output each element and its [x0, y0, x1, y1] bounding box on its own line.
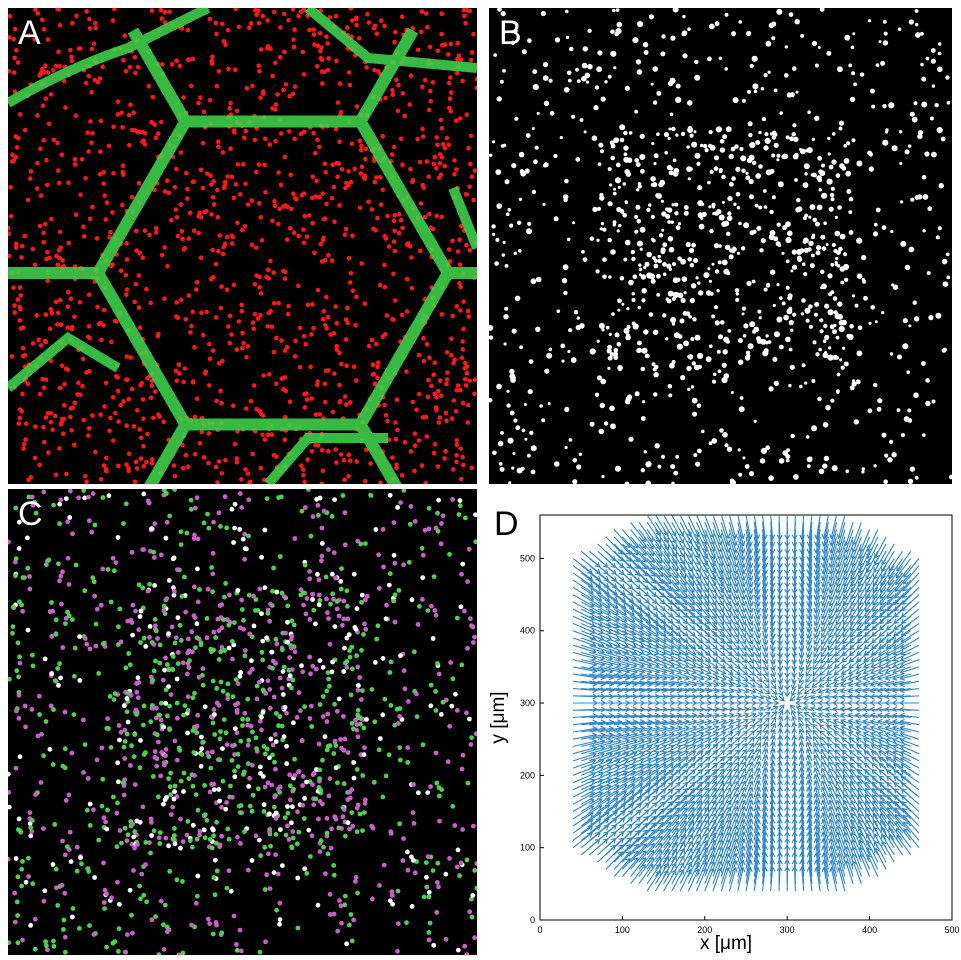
x-tick-label: 500: [944, 925, 959, 935]
panel-c-label: C: [18, 495, 43, 534]
y-tick-label: 500: [520, 553, 535, 563]
y-tick-label: 400: [520, 626, 535, 636]
x-tick-label: 100: [615, 925, 630, 935]
red-cells: [8, 8, 477, 484]
panel-b: B: [489, 8, 952, 484]
x-tick-label: 400: [862, 925, 877, 935]
panel-a-label: A: [18, 14, 41, 53]
y-tick-label: 100: [520, 843, 535, 853]
panel-a-image: [8, 8, 477, 484]
y-tick-label: 0: [530, 915, 535, 925]
panel-b-image: [489, 8, 952, 484]
y-tick-label: 200: [520, 770, 535, 780]
x-axis-label: x [μm]: [700, 933, 752, 954]
panel-a: A: [8, 8, 477, 484]
x-tick-label: 0: [537, 925, 542, 935]
panel-c: C: [8, 489, 477, 955]
y-tick-label: 300: [520, 698, 535, 708]
panel-d-label: D: [494, 505, 519, 544]
particles: [489, 8, 952, 484]
y-axis-label: y [μm]: [488, 691, 509, 743]
panel-b-label: B: [499, 14, 522, 53]
x-tick-label: 300: [780, 925, 795, 935]
particles-overlay: [8, 489, 477, 955]
panel-c-image: [8, 489, 477, 955]
